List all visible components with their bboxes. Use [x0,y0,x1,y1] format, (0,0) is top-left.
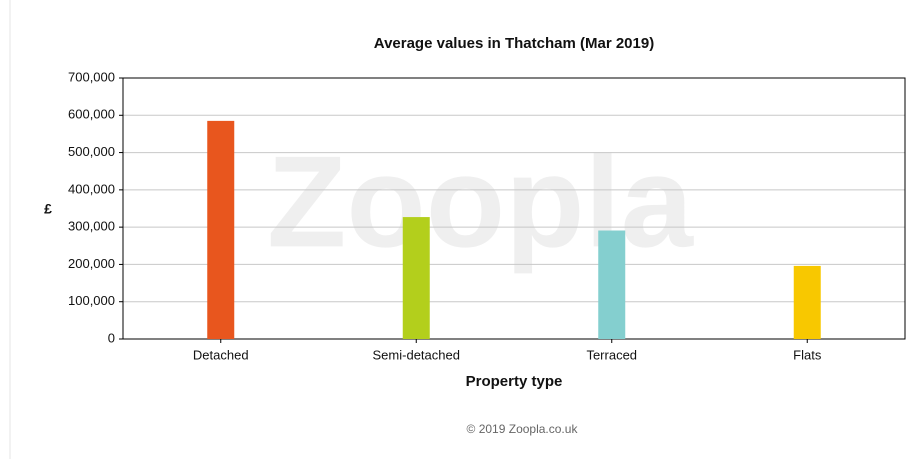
y-tick-label: 700,000 [68,69,115,84]
y-tick-label: 500,000 [68,144,115,159]
y-axis-label: £ [44,201,52,217]
y-tick-label: 400,000 [68,181,115,196]
bar [207,120,235,339]
bar [598,230,626,339]
x-tick-label: Flats [793,347,822,362]
y-tick-label: 100,000 [68,293,115,308]
watermark: Zoopla [267,128,695,274]
x-tick-label: Terraced [586,347,637,362]
plot-frame [122,77,906,340]
x-axis-label: Property type [466,373,563,390]
y-tick-label: 300,000 [68,219,115,234]
x-tick-label: Semi-detached [373,347,460,362]
chart-title: Average values in Thatcham (Mar 2019) [374,35,654,52]
y-tick-label: 600,000 [68,107,115,122]
bar [793,265,821,339]
bar [402,217,430,339]
y-tick-label: 200,000 [68,256,115,271]
y-tick-label: 0 [108,330,115,345]
x-tick-label: Detached [193,347,249,362]
footer: © 2019 Zoopla.co.uk [467,422,579,436]
